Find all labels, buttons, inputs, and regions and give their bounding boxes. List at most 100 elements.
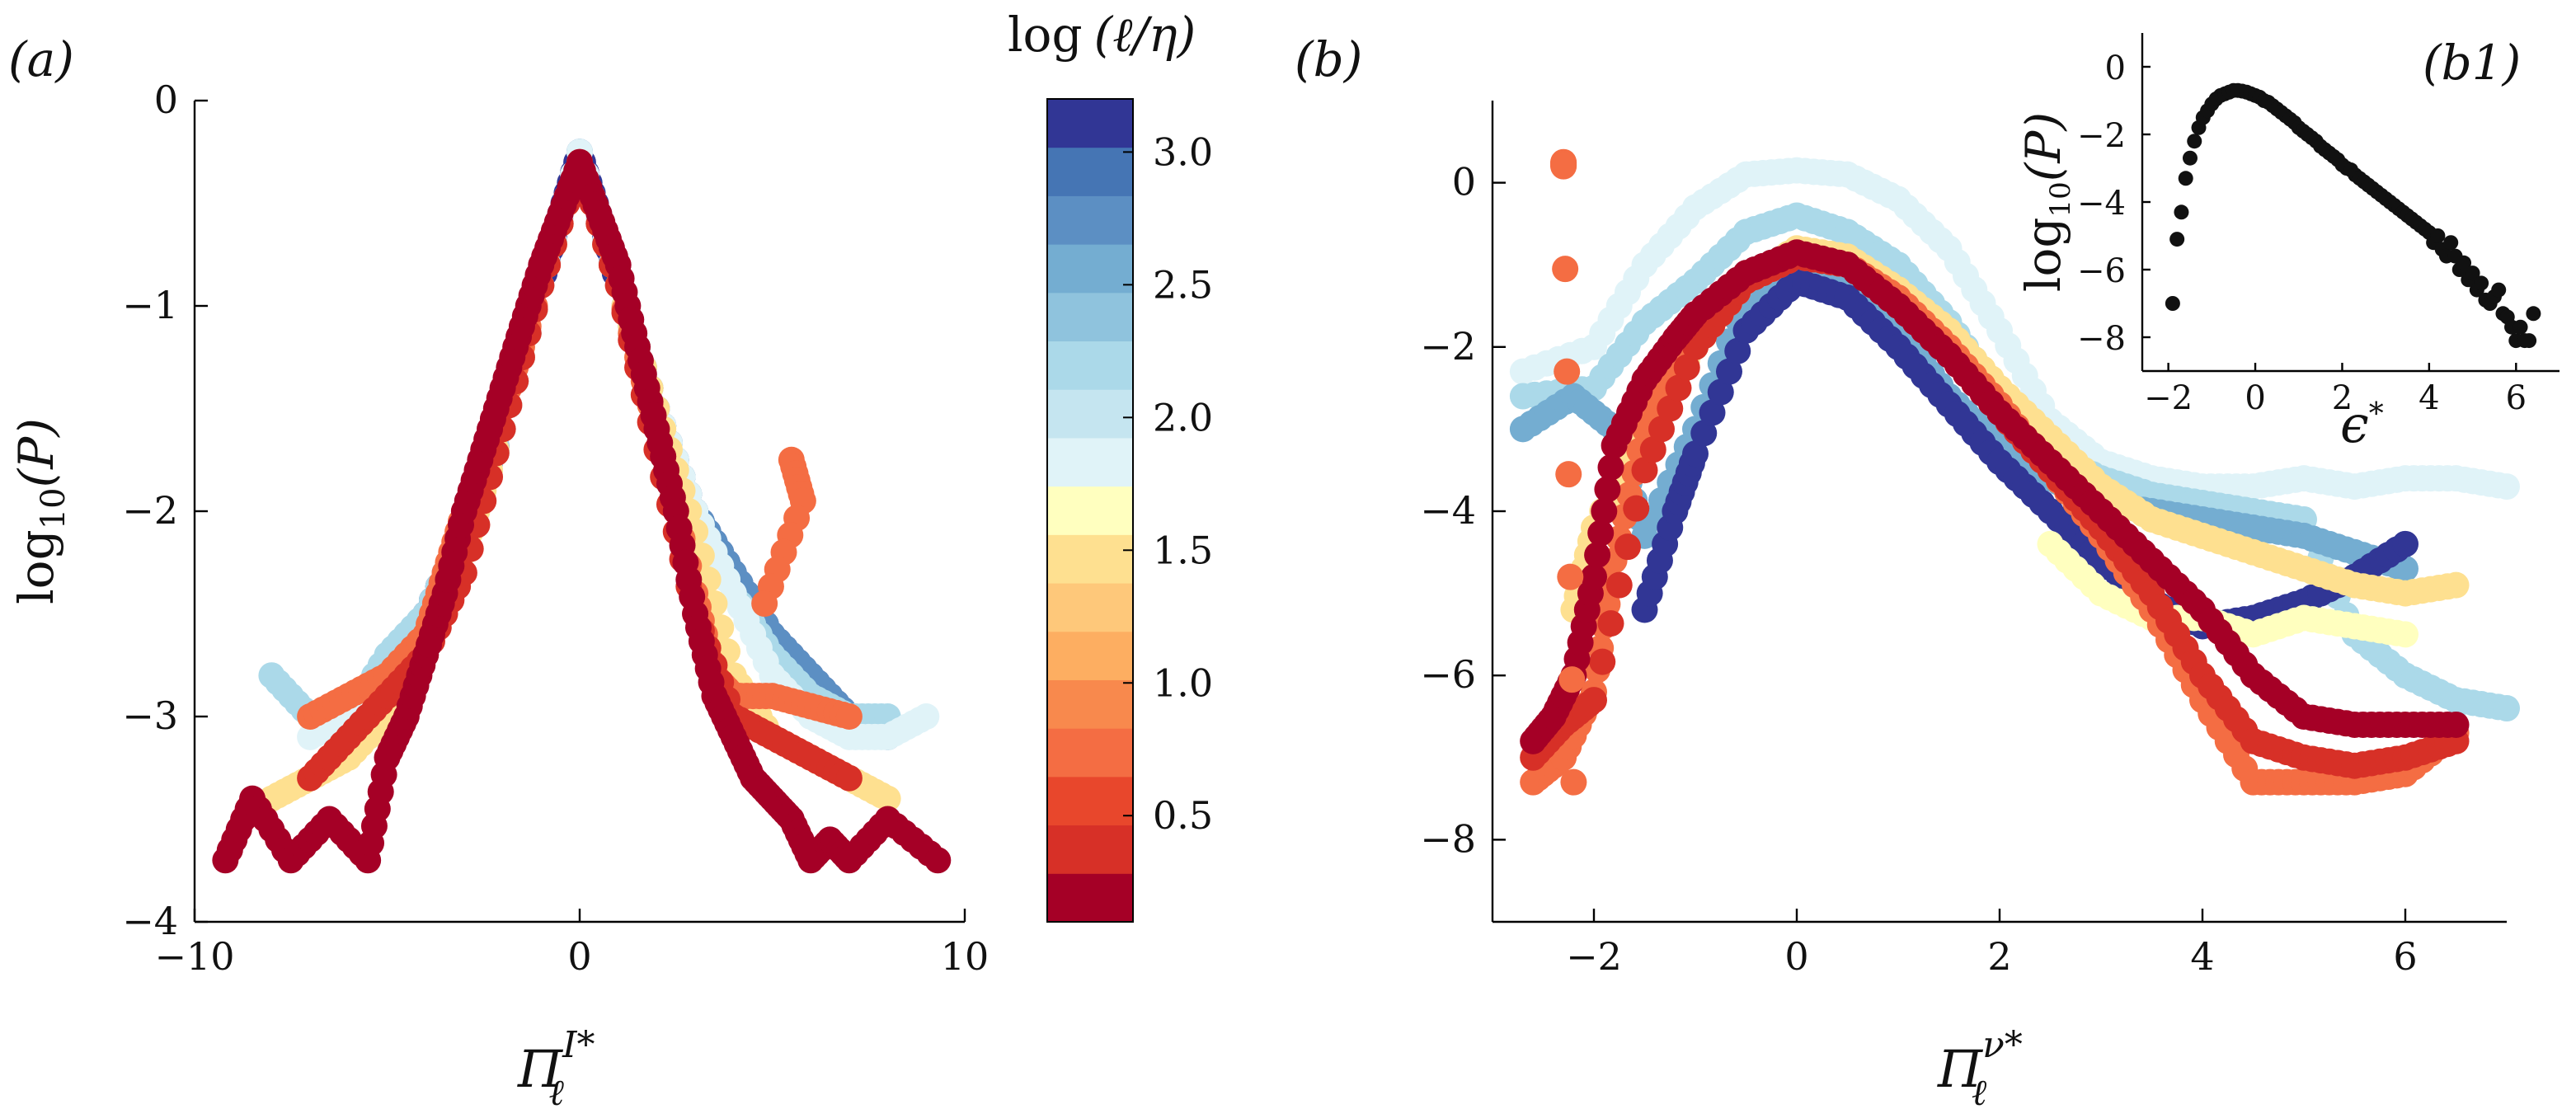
inset-data-point [2430, 228, 2446, 243]
data-point [1560, 768, 1587, 796]
colorbar-tick-label: 3.0 [1153, 129, 1213, 174]
data-point [1552, 256, 1579, 283]
colorbar-band [1047, 341, 1133, 390]
ytick-label: −2 [122, 488, 178, 533]
inset-data-point [2178, 171, 2193, 186]
inset-data-point [2169, 232, 2185, 247]
svg-text:ϵ*: ϵ* [2340, 394, 2384, 454]
series-7 [212, 148, 952, 874]
ytick-label: 0 [154, 78, 178, 122]
data-point [1550, 153, 1577, 180]
data-point [1581, 687, 1607, 714]
panel-label-a: (a) [8, 31, 74, 87]
panel-a-xlabel: ΠI* ℓ [517, 1024, 595, 1109]
ylabel-b1-sub: 10 [2044, 181, 2077, 217]
ytick-label: −4 [2077, 185, 2126, 223]
series-8 [1520, 239, 2470, 754]
panel-a-ylabel: log10(P) [8, 418, 73, 604]
colorbar-tick-label: 1.5 [1153, 528, 1213, 572]
panel-a-points [212, 139, 952, 874]
inset-data-point [2526, 306, 2541, 322]
data-point [1707, 378, 1734, 406]
panel-a-xticks: −10 0 10 [154, 909, 989, 979]
xtick-label: 2 [2332, 379, 2353, 417]
panel-b-points [1509, 148, 2520, 796]
colorbar-band [1047, 486, 1133, 535]
data-point [1623, 495, 1650, 522]
data-point [1558, 666, 1586, 693]
colorbar-band [1047, 292, 1133, 342]
xtick-label: −2 [1566, 934, 1622, 979]
data-point [1631, 457, 1658, 484]
inset-data-point [2187, 134, 2202, 149]
xlabel-b-main: Π [1937, 1039, 1984, 1099]
panel-b-yticks: 0 −2 −4 −6 −8 [1420, 160, 1506, 861]
colorbar-tick-label: 0.5 [1153, 793, 1213, 838]
inset-background [2076, 30, 2535, 391]
data-point [2494, 695, 2520, 722]
colorbar-band [1047, 244, 1133, 294]
colorbar-frame [1046, 98, 1134, 923]
colorbar-band [1047, 389, 1133, 439]
colorbar-title-main: log [1008, 7, 1083, 63]
data-point [1591, 498, 1618, 524]
inset-data-point [2456, 255, 2472, 270]
data-point [835, 764, 863, 792]
ytick-label: −4 [122, 899, 178, 943]
ytick-label: −2 [2077, 117, 2126, 155]
data-point [1665, 374, 1692, 402]
colorbar-tick-label: 2.0 [1153, 395, 1213, 439]
data-point [1594, 476, 1621, 503]
series-9 [1550, 148, 1587, 796]
data-point [1682, 440, 1709, 468]
xtick-label: −2 [2144, 379, 2193, 417]
panel-b-xticks: −2 0 2 4 6 [1566, 909, 2418, 979]
data-point [1555, 461, 1582, 488]
inset-xlabel: ϵ* [2340, 394, 2384, 454]
svg-text:Πν*ℓ: Πν* ℓ [1937, 1024, 2023, 1109]
xlabel-a-main: Π [517, 1039, 564, 1099]
panel-b-xlabel: Πν* ℓ [1937, 1024, 2023, 1109]
data-point [835, 703, 863, 730]
data-point [1648, 416, 1675, 443]
inset-data-point [2182, 150, 2198, 166]
colorbar-tick-label: 2.5 [1153, 262, 1213, 307]
xlabel-b-sup: ν* [1982, 1024, 2023, 1066]
data-point [1724, 337, 1751, 364]
panel-label-b1: (b1) [2423, 35, 2521, 91]
data-point [2442, 571, 2470, 599]
inset-xticks: −2 0 2 4 6 [2144, 363, 2527, 417]
data-point [1587, 519, 1615, 547]
data-point [924, 847, 952, 874]
ytick-label: −6 [2077, 252, 2126, 290]
ylabel-b1-arg: (P) [2015, 112, 2071, 181]
colorbar: log (ℓ/η) 0.5 1.0 1.5 2.0 2.5 3.0 [1008, 7, 1213, 923]
xtick-label: 0 [2245, 379, 2265, 417]
data-point [1716, 358, 1742, 385]
xtick-label: 0 [1784, 934, 1808, 979]
data-point [1699, 399, 1726, 426]
ylabel-a-sub: 10 [35, 487, 73, 529]
xtick-label: −10 [154, 934, 234, 979]
inset-data-point [2465, 266, 2480, 281]
inset-ylabel: log10(P) [2015, 112, 2077, 292]
xlabel-b1-sup: * [2369, 397, 2384, 431]
inset-data-point [2443, 235, 2459, 251]
ylabel-a-arg: (P) [8, 418, 64, 487]
svg-text:log10(P): log10(P) [2015, 112, 2077, 292]
inset-data-point [2474, 275, 2489, 291]
xlabel-a-sup: I* [562, 1024, 595, 1066]
colorbar-bands [1047, 99, 1133, 923]
xlabel-a-sub: ℓ [548, 1072, 564, 1109]
data-point [1584, 542, 1611, 569]
colorbar-band [1047, 776, 1133, 826]
panel-a-yticks: 0 −1 −2 −3 −4 [122, 78, 208, 943]
ytick-label: −6 [1420, 652, 1476, 697]
svg-text:log10(P): log10(P) [8, 418, 73, 604]
colorbar-band [1047, 195, 1133, 245]
colorbar-band [1047, 679, 1133, 729]
series-2 [258, 139, 901, 730]
data-point [2392, 530, 2419, 557]
inset-data-point [2513, 319, 2528, 335]
data-point [913, 703, 940, 730]
